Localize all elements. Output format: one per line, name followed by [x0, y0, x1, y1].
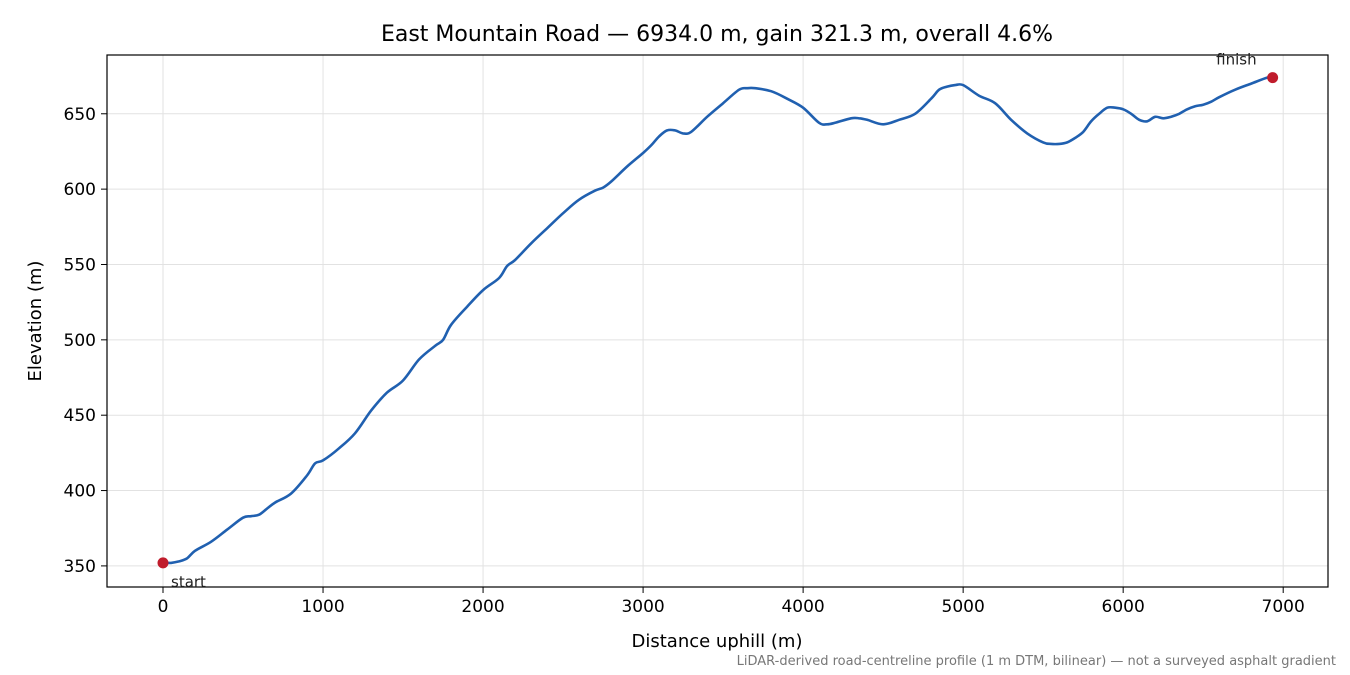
y-tick-label: 450	[64, 406, 96, 426]
y-tick-label: 350	[64, 557, 96, 577]
x-axis-label: Distance uphill (m)	[632, 631, 803, 652]
x-tick-label: 3000	[621, 597, 664, 617]
finish-label: finish	[1216, 51, 1256, 69]
y-tick-label: 550	[64, 255, 96, 275]
chart-title: East Mountain Road — 6934.0 m, gain 321.…	[381, 22, 1053, 47]
x-tick-label: 5000	[942, 597, 985, 617]
x-tick-label: 2000	[461, 597, 504, 617]
x-tick-label: 7000	[1262, 597, 1305, 617]
finish-marker	[1267, 72, 1279, 84]
x-tick-label: 0	[158, 597, 169, 617]
elevation-series-line	[162, 75, 1273, 565]
y-tick-label: 500	[64, 331, 96, 351]
y-tick-label: 650	[64, 105, 96, 125]
plot-area-frame	[106, 54, 1329, 588]
axes: 0 1000 2000 3000 4000 5000 6000 7000 350 400 450 50…	[64, 105, 1305, 617]
x-tick-label: 1000	[301, 597, 344, 617]
footnote: LiDAR-derived road-centreline profile (1…	[737, 654, 1336, 669]
x-tick-label: 4000	[781, 597, 824, 617]
y-tick-label: 400	[64, 482, 96, 502]
start-label: start	[171, 573, 206, 591]
start-marker	[157, 557, 169, 569]
markers: start finish	[157, 51, 1279, 591]
y-tick-label: 600	[64, 180, 96, 200]
x-tick-label: 6000	[1102, 597, 1145, 617]
y-axis-label: Elevation (m)	[25, 261, 46, 382]
grid	[107, 55, 1328, 587]
